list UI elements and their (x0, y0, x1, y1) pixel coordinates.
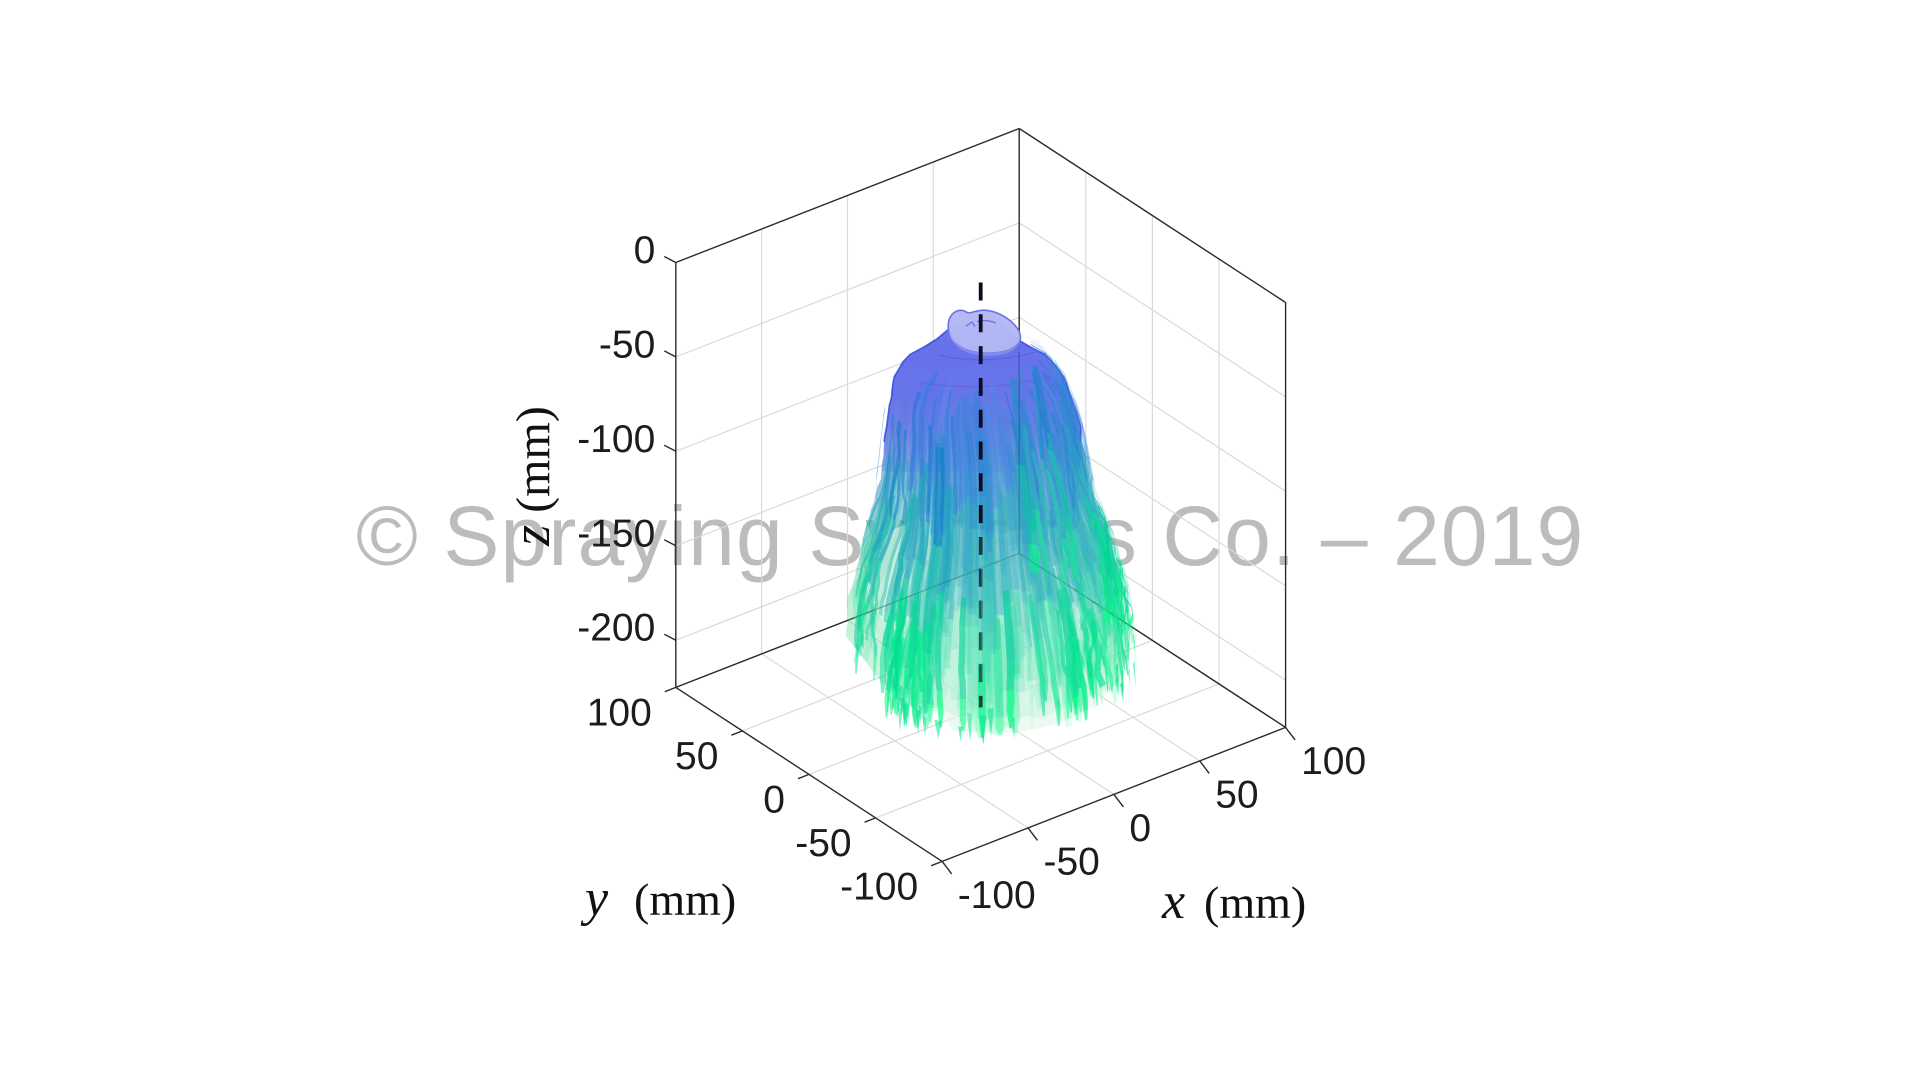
svg-text:-100: -100 (577, 418, 655, 461)
svg-text:z (mm): z (mm) (501, 406, 561, 547)
svg-text:100: 100 (1301, 740, 1366, 783)
svg-text:-100: -100 (840, 865, 918, 908)
svg-text:50: 50 (675, 735, 718, 778)
svg-text:-200: -200 (577, 607, 655, 650)
svg-text:100: 100 (587, 691, 652, 734)
svg-text:0: 0 (634, 229, 656, 272)
svg-text:-50: -50 (1044, 840, 1100, 883)
svg-text:50: 50 (1215, 773, 1258, 816)
svg-text:-150: -150 (577, 512, 655, 555)
svg-text:x(mm): x (mm) (1161, 873, 1306, 930)
svg-text:y(mm): y (mm) (580, 870, 736, 927)
svg-text:0: 0 (763, 778, 785, 821)
svg-text:-100: -100 (958, 874, 1036, 917)
svg-text:0: 0 (1129, 807, 1151, 850)
svg-text:-50: -50 (599, 323, 655, 366)
svg-text:-50: -50 (795, 822, 851, 865)
